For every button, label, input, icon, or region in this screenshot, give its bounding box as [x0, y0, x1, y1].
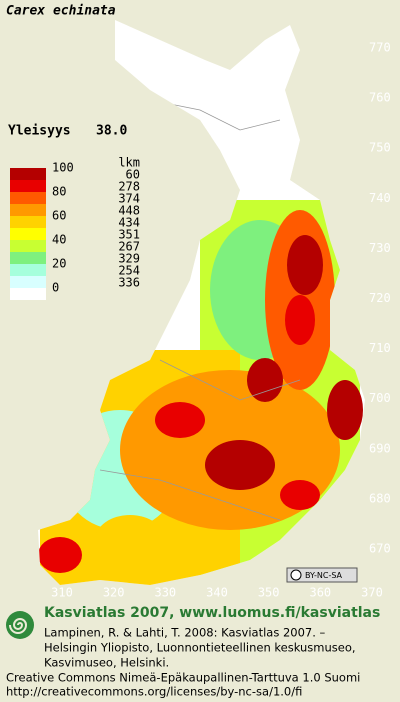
license-line: http://creativecommons.org/licenses/by-n…	[6, 685, 302, 699]
northing-label: 670	[369, 542, 391, 556]
northing-label: 730	[369, 241, 391, 255]
logo-spiral	[9, 618, 28, 634]
easting-label: 330	[154, 586, 176, 600]
northing-label: 720	[369, 291, 391, 305]
legend-swatch	[10, 276, 46, 288]
legend-count: 448	[118, 204, 140, 218]
legend-count: 278	[118, 180, 140, 194]
citation-line: Helsingin Yliopisto, Luonnontieteellinen…	[44, 641, 356, 655]
northing-label: 690	[369, 441, 391, 455]
legend-swatch	[10, 252, 46, 264]
legend-count: 336	[118, 276, 140, 290]
legend-count: 374	[118, 192, 140, 206]
legend-count: 351	[118, 228, 140, 242]
border	[159, 359, 301, 401]
area	[155, 402, 205, 438]
area	[95, 515, 165, 565]
legend-scale-label: 100	[52, 161, 74, 175]
easting-label: 340	[206, 586, 228, 600]
frequency-value: 38.0	[96, 124, 127, 139]
species-title: Carex echinata	[6, 4, 116, 19]
legend-count: 254	[118, 264, 140, 278]
border	[99, 469, 281, 521]
easting-label: 310	[51, 586, 73, 600]
area	[327, 380, 363, 440]
legend-scale-label: 80	[52, 185, 66, 199]
legend-swatch	[10, 228, 46, 240]
legend-scale-label: 40	[52, 233, 66, 247]
northing-label: 710	[369, 341, 391, 355]
northing-label: 700	[369, 391, 391, 405]
badge-box	[286, 567, 358, 583]
northing-label: 750	[369, 141, 391, 155]
footer-heading: Kasviatlas 2007, www.luomus.fi/kasviatla…	[44, 605, 380, 621]
area	[285, 295, 315, 345]
area	[38, 537, 82, 573]
legend-count: 434	[118, 216, 140, 230]
legend-scale-label: 60	[52, 209, 66, 223]
cc-badge: BY-NC-SA	[286, 567, 358, 583]
legend-scale-label: 20	[52, 257, 66, 271]
legend-count: 329	[118, 252, 140, 266]
easting-label: 320	[103, 586, 125, 600]
legend-count: 267	[118, 240, 140, 254]
citation-line: Kasvimuseo, Helsinki.	[44, 656, 169, 670]
border	[149, 99, 281, 131]
area	[205, 440, 275, 490]
easting-label: 360	[309, 586, 331, 600]
legend-swatch	[10, 264, 46, 276]
count-title: lkm	[118, 156, 140, 170]
legend-swatch	[10, 240, 46, 252]
frequency-label: Yleisyys	[8, 124, 71, 139]
legend-swatch	[10, 216, 46, 228]
legend-swatch	[10, 192, 46, 204]
legend-swatch	[10, 180, 46, 192]
northing-label: 770	[369, 41, 391, 55]
legend-swatch	[10, 288, 46, 300]
area	[287, 235, 323, 295]
legend-swatch	[10, 204, 46, 216]
logo	[6, 611, 34, 639]
area	[280, 480, 320, 510]
legend-swatch	[10, 168, 46, 180]
northing-label: 680	[369, 491, 391, 505]
license-line: Creative Commons Nimeä-Epäkaupallinen-Ta…	[6, 671, 360, 685]
legend-scale-label: 0	[52, 281, 59, 295]
badge-text: BY-NC-SA	[305, 571, 343, 580]
northing-label: 740	[369, 191, 391, 205]
northing-label: 760	[369, 91, 391, 105]
legend-count: 60	[126, 168, 140, 182]
citation-line: Lampinen, R. & Lahti, T. 2008: Kasviatla…	[44, 626, 326, 640]
cc-icon	[290, 569, 302, 581]
area	[247, 358, 283, 402]
easting-label: 370	[361, 586, 383, 600]
easting-label: 350	[258, 586, 280, 600]
